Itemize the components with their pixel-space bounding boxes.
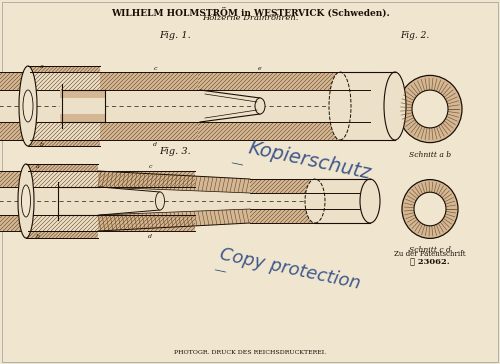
Ellipse shape (305, 179, 325, 223)
Bar (28, 66, 100, 72)
Text: b: b (40, 142, 44, 147)
Polygon shape (0, 171, 195, 187)
Text: a: a (40, 64, 44, 70)
Text: Copy protection: Copy protection (218, 245, 362, 293)
Text: c: c (148, 165, 152, 170)
Ellipse shape (19, 66, 37, 146)
Text: PHOTOGR. DRUCK DES REICHSDRUCKTEREI.: PHOTOGR. DRUCK DES REICHSDRUCKTEREI. (174, 349, 326, 355)
Ellipse shape (255, 98, 265, 114)
Text: Zu der Patentschrift: Zu der Patentschrift (394, 250, 466, 258)
Bar (0, 90, 198, 122)
Polygon shape (250, 179, 370, 193)
Ellipse shape (22, 185, 30, 217)
Polygon shape (28, 164, 98, 171)
Polygon shape (0, 72, 198, 90)
Polygon shape (198, 122, 370, 140)
Text: d: d (148, 233, 152, 238)
Text: Fig. 2.: Fig. 2. (400, 31, 430, 40)
Bar (28, 140, 100, 146)
Text: Fig. 1.: Fig. 1. (159, 32, 191, 40)
Polygon shape (98, 209, 250, 231)
Polygon shape (250, 209, 370, 223)
Bar (315, 179, 370, 223)
Ellipse shape (18, 164, 34, 238)
Text: Schnitt c d: Schnitt c d (409, 246, 451, 254)
Polygon shape (30, 66, 100, 72)
Text: b: b (36, 233, 40, 238)
Ellipse shape (23, 90, 33, 122)
Ellipse shape (414, 192, 446, 226)
Bar (28, 164, 98, 238)
Ellipse shape (402, 179, 458, 238)
Text: ℞ 23062.: ℞ 23062. (410, 258, 450, 266)
Text: WILHELM HOLMSTRÖM in WESTERVICK (Schweden).: WILHELM HOLMSTRÖM in WESTERVICK (Schwede… (110, 7, 390, 17)
Text: d: d (153, 142, 157, 147)
Bar (250, 193, 370, 209)
Bar (198, 90, 370, 122)
Ellipse shape (412, 90, 448, 128)
Text: Schnitt a b: Schnitt a b (409, 151, 451, 159)
Bar (60, 93, 105, 119)
Polygon shape (0, 215, 195, 231)
Bar (30, 66, 100, 146)
Text: a: a (36, 163, 40, 169)
Text: Fig. 3.: Fig. 3. (159, 147, 191, 157)
Ellipse shape (398, 75, 462, 143)
Bar (60, 114, 105, 122)
Text: —: — (212, 263, 228, 279)
Bar (60, 90, 105, 98)
Text: Kopierschutz: Kopierschutz (247, 139, 373, 183)
Polygon shape (0, 122, 198, 140)
Text: Hölzerne Drainröhren.: Hölzerne Drainröhren. (202, 14, 298, 22)
Polygon shape (198, 72, 370, 90)
Bar (26, 231, 98, 238)
Polygon shape (98, 187, 250, 215)
Bar (340, 72, 395, 140)
Text: e: e (258, 67, 262, 71)
Polygon shape (28, 231, 98, 238)
Bar (0, 187, 195, 215)
Ellipse shape (360, 179, 380, 223)
Bar (26, 164, 98, 171)
Ellipse shape (156, 192, 164, 210)
Polygon shape (98, 171, 250, 193)
Ellipse shape (384, 72, 406, 140)
Polygon shape (30, 140, 100, 146)
Text: —: — (230, 157, 244, 172)
Text: c: c (153, 66, 157, 71)
Ellipse shape (329, 72, 351, 140)
